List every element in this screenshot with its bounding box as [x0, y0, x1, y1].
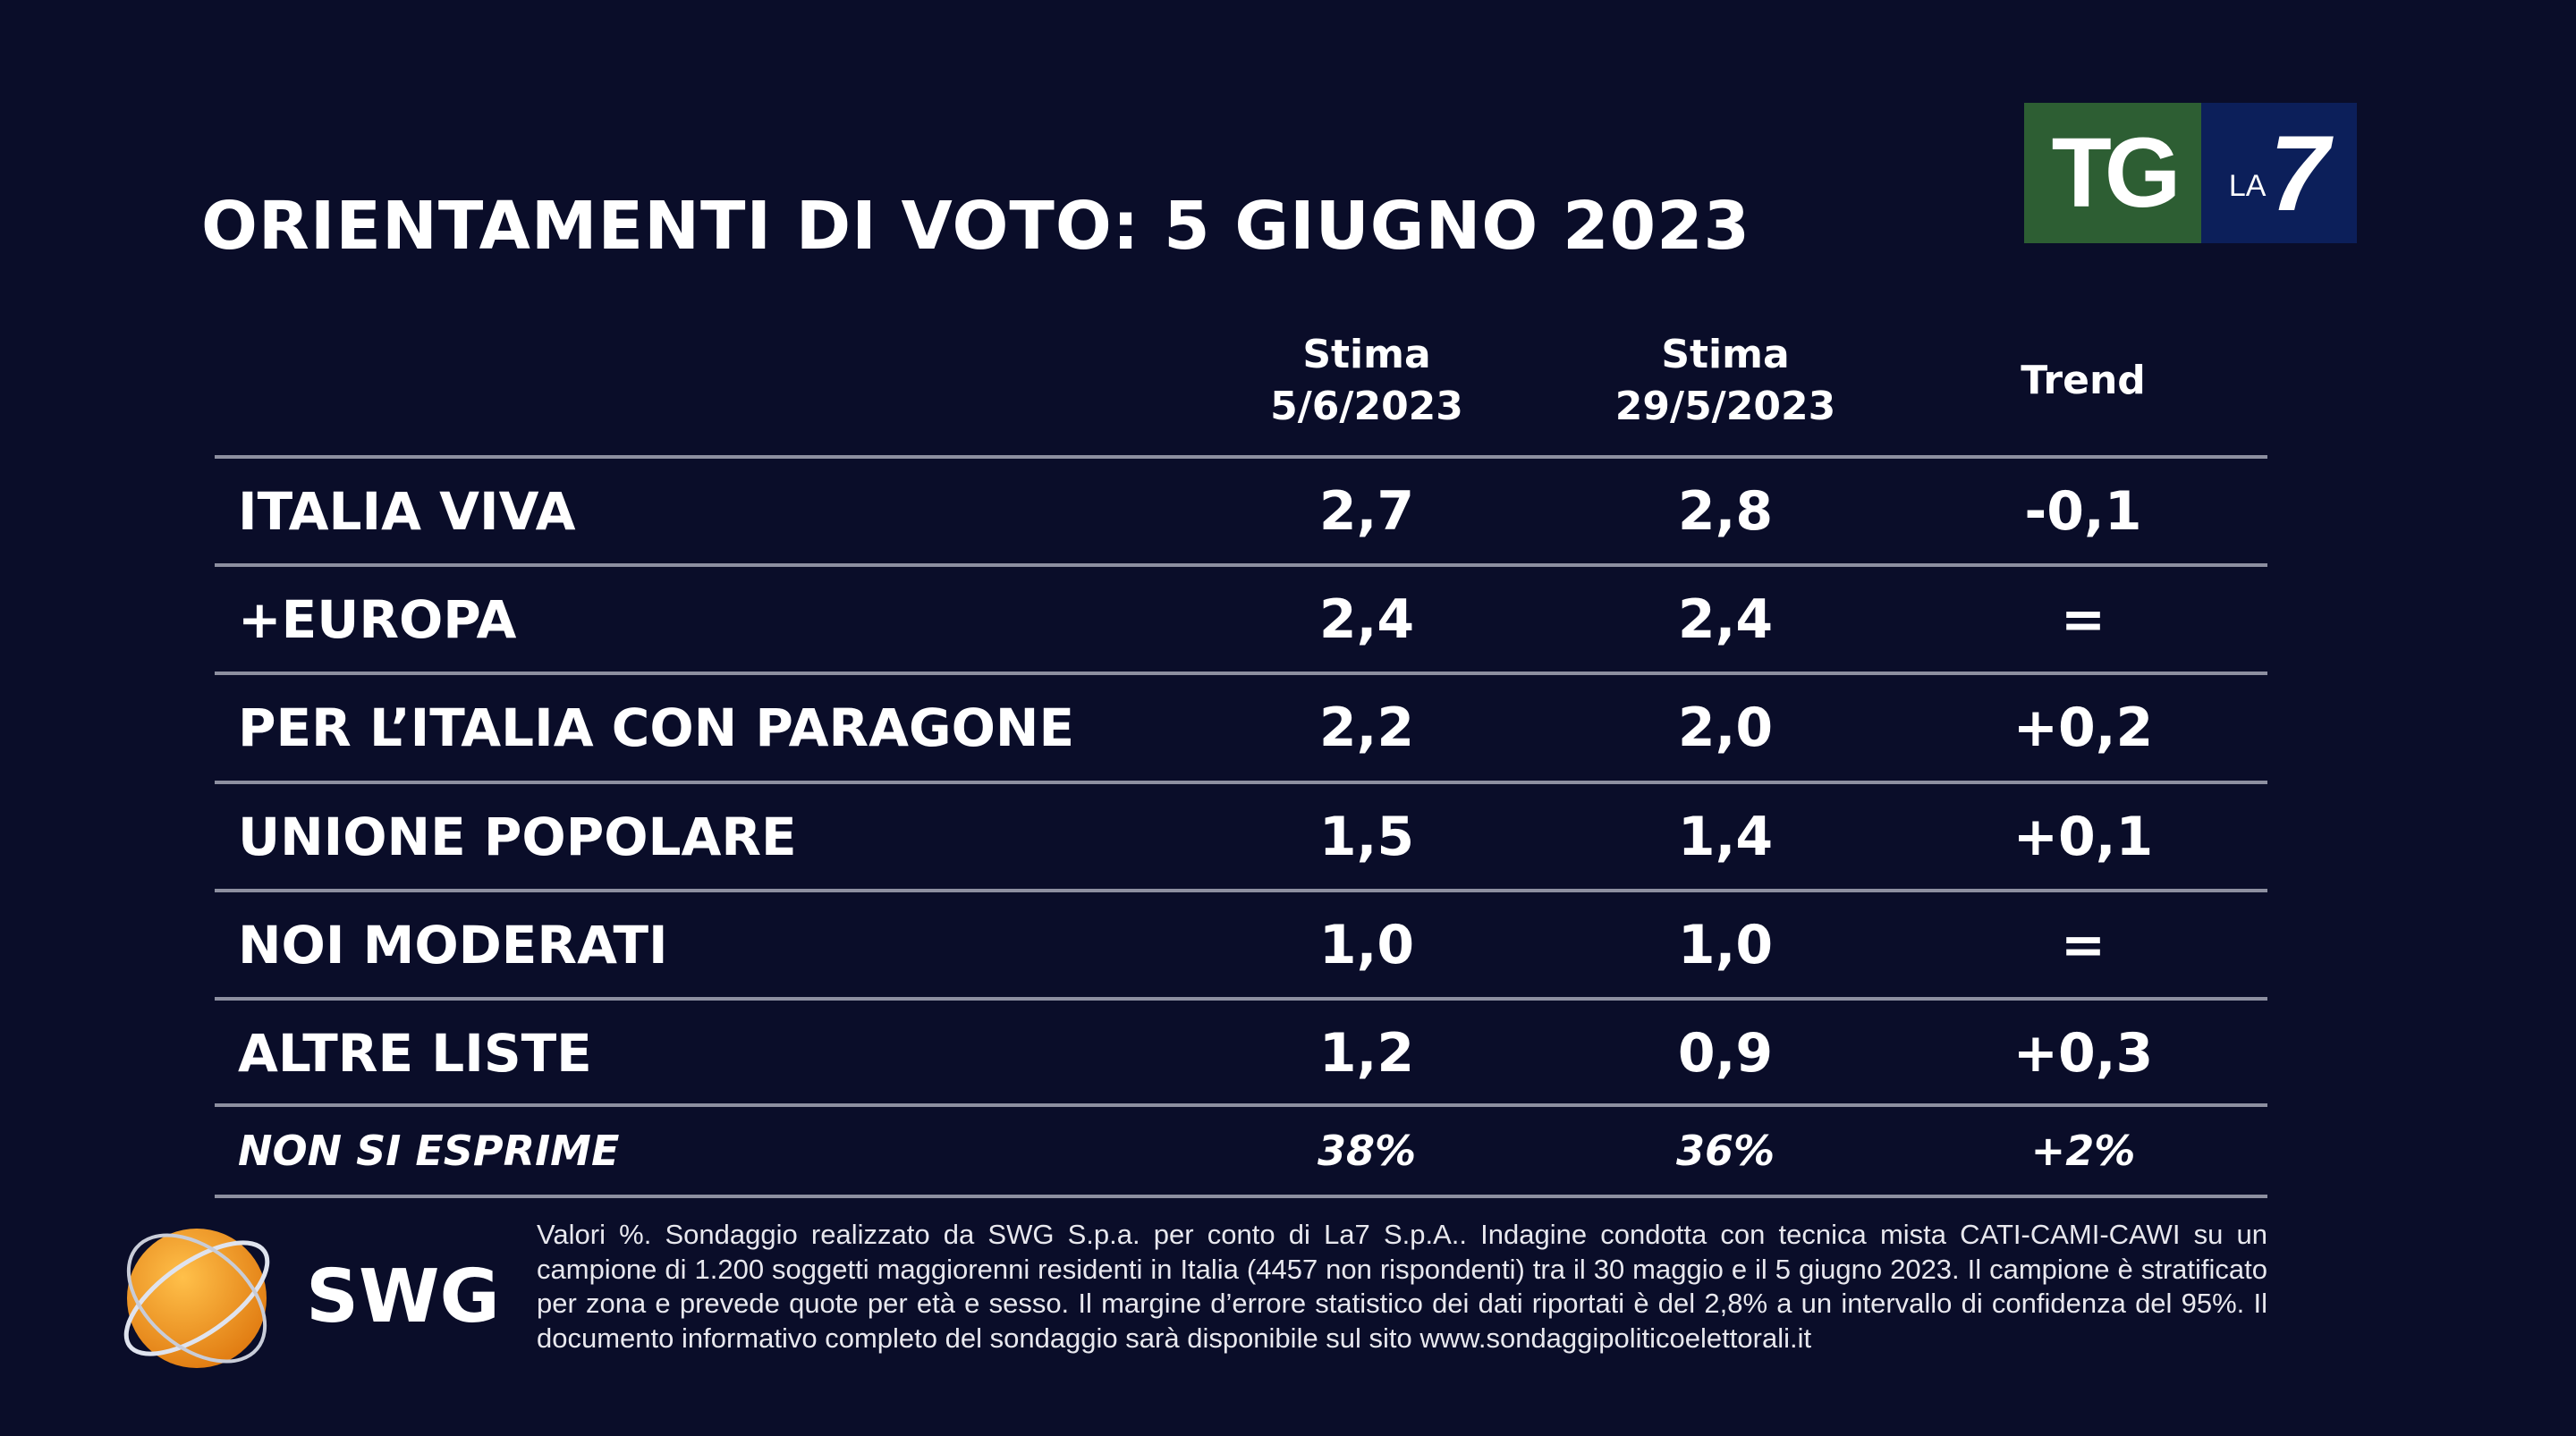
logo-seven: 7: [2269, 113, 2330, 233]
value-previous: 1,4: [1677, 805, 1774, 868]
value-trend: =: [2060, 913, 2106, 976]
value-current: 38%: [1317, 1127, 1417, 1175]
value-current: 2,7: [1318, 479, 1415, 543]
party-name: +EUROPA: [238, 588, 517, 650]
value-trend: +0,1: [2012, 805, 2154, 868]
value-current: 1,5: [1318, 805, 1415, 868]
row-divider: [215, 997, 2267, 1001]
logo-la7: LA 7: [2201, 103, 2357, 243]
value-current: 2,4: [1318, 587, 1415, 651]
table-row: +EUROPA 2,4 2,4 =: [215, 567, 2267, 672]
tg-la7-logo: TG LA 7: [2024, 103, 2357, 243]
table-row: ALTRE LISTE 1,2 0,9 +0,3: [215, 1001, 2267, 1105]
party-name: NON SI ESPRIME: [238, 1127, 620, 1175]
value-trend: =: [2060, 587, 2106, 651]
methodology-note: Valori %. Sondaggio realizzato da SWG S.…: [537, 1219, 2267, 1354]
value-trend: -0,1: [2024, 479, 2142, 543]
party-name: NOI MODERATI: [238, 914, 668, 976]
value-previous: 2,8: [1677, 479, 1774, 543]
value-previous: 2,4: [1677, 587, 1774, 651]
row-divider: [215, 1103, 2267, 1107]
value-trend: +0,3: [2012, 1021, 2154, 1085]
value-trend: +2%: [2030, 1127, 2136, 1175]
page-title: ORIENTAMENTI DI VOTO: 5 GIUGNO 2023: [201, 188, 1751, 265]
party-name: ALTRE LISTE: [238, 1022, 592, 1084]
row-divider: [215, 455, 2267, 459]
table-row: NOI MODERATI 1,0 1,0 =: [215, 892, 2267, 997]
value-current: 2,2: [1318, 696, 1415, 759]
value-previous: 1,0: [1677, 913, 1774, 976]
value-previous: 0,9: [1677, 1021, 1774, 1085]
row-divider: [215, 672, 2267, 675]
header-previous: Stima 29/5/2023: [1614, 332, 1836, 429]
globe-icon: [123, 1229, 270, 1368]
row-divider: [215, 889, 2267, 892]
table-row: PER L’ITALIA CON PARAGONE 2,2 2,0 +0,2: [215, 675, 2267, 780]
value-previous: 2,0: [1677, 696, 1774, 759]
header-trend: Trend: [2021, 358, 2146, 403]
header-current: Stima 5/6/2023: [1270, 332, 1463, 429]
row-divider: [215, 1195, 2267, 1198]
row-divider: [215, 563, 2267, 567]
swg-logo: SWG: [107, 1216, 500, 1377]
party-name: ITALIA VIVA: [238, 480, 576, 542]
swg-logo-text: SWG: [306, 1254, 500, 1339]
logo-la: LA: [2228, 169, 2267, 203]
row-divider: [215, 781, 2267, 784]
table-row: ITALIA VIVA 2,7 2,8 -0,1: [215, 459, 2267, 563]
party-name: UNIONE POPOLARE: [238, 806, 797, 867]
party-name: PER L’ITALIA CON PARAGONE: [238, 697, 1075, 758]
table-row: NON SI ESPRIME 38% 36% +2%: [215, 1107, 2267, 1195]
table-row: UNIONE POPOLARE 1,5 1,4 +0,1: [215, 784, 2267, 889]
value-current: 1,0: [1318, 913, 1415, 976]
value-trend: +0,2: [2012, 696, 2154, 759]
logo-tg: TG: [2024, 103, 2201, 243]
value-previous: 36%: [1675, 1127, 1775, 1175]
value-current: 1,2: [1318, 1021, 1415, 1085]
